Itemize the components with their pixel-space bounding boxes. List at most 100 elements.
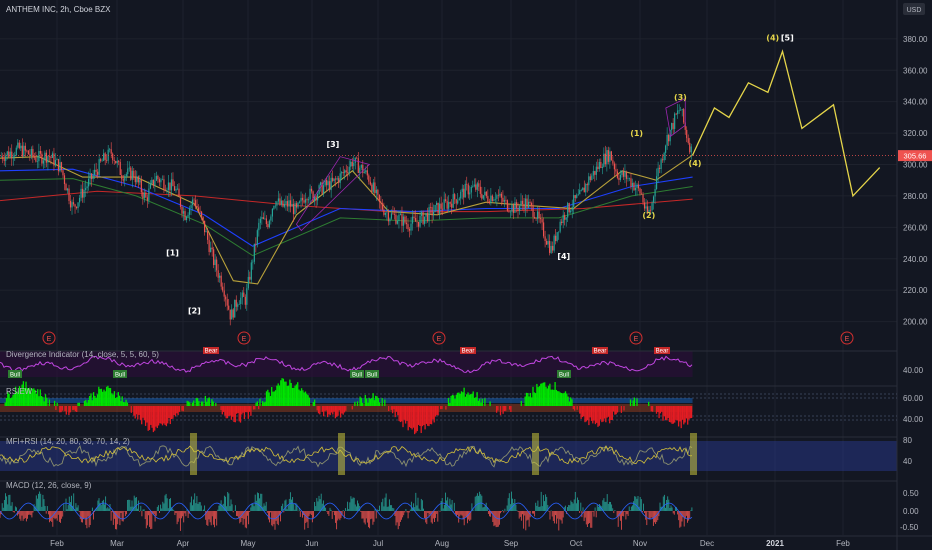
candle-body <box>307 199 310 201</box>
candle-body <box>579 190 581 195</box>
candle-body <box>211 247 213 250</box>
candle-body <box>482 195 484 199</box>
candle-body <box>332 177 334 181</box>
candle-body <box>202 216 204 221</box>
candle-body <box>538 211 540 219</box>
candle-body <box>57 159 60 172</box>
candle-body <box>600 162 602 168</box>
rsiew-band-blue <box>0 398 693 403</box>
candle-body <box>240 297 242 305</box>
candle-body <box>668 134 670 142</box>
candle-body <box>499 193 501 196</box>
candle-body <box>481 193 483 199</box>
candle-body <box>247 276 249 289</box>
candle-body <box>549 241 551 253</box>
candle-body <box>423 216 426 224</box>
candle-body <box>157 176 159 180</box>
candle-body <box>321 182 323 194</box>
candle-body <box>8 151 10 157</box>
candle-body <box>50 156 52 158</box>
candle-body <box>18 142 20 149</box>
candle-body <box>222 286 224 291</box>
candle-body <box>680 109 682 111</box>
candle-body <box>657 167 659 177</box>
candle-body <box>0 156 2 157</box>
candle-body <box>170 179 173 191</box>
candle-body <box>613 163 616 170</box>
candle-body <box>191 199 194 206</box>
candle-body <box>586 183 588 186</box>
candle-body <box>446 201 448 209</box>
candle-body <box>139 180 141 183</box>
candle-body <box>604 153 606 165</box>
candle-body <box>652 196 655 203</box>
candle-body <box>36 161 38 162</box>
candle-body <box>238 304 240 305</box>
candle-body <box>616 171 619 178</box>
candle-body <box>149 183 151 189</box>
wave-label: (4) <box>689 159 702 168</box>
trend-channel-1 <box>295 156 371 232</box>
candle-body <box>663 152 665 161</box>
candle-body <box>377 189 379 195</box>
candle-body <box>295 203 298 208</box>
earnings-event-icon <box>237 331 251 345</box>
candle-body <box>44 152 46 161</box>
candle-body <box>546 240 548 245</box>
candle-body <box>288 200 290 207</box>
price-axis[interactable]: 380.00 360.00 340.00 320.00 300.00 280.00 260.… <box>896 0 928 550</box>
y-tick-label: 360.00 <box>903 66 928 75</box>
candle-body <box>368 175 370 182</box>
candle-body <box>228 305 230 310</box>
x-tick-label: Nov <box>633 539 647 548</box>
candle-body <box>231 309 233 320</box>
earnings-event-label: E <box>242 336 247 343</box>
candle-body <box>91 173 93 180</box>
rsiew-pane <box>0 378 897 435</box>
candle-body <box>494 198 496 200</box>
candle-body <box>136 176 138 183</box>
candle-body <box>320 182 322 186</box>
candle-body <box>683 109 685 123</box>
candle-body <box>669 129 671 142</box>
candle-body <box>350 161 352 167</box>
candle-body <box>354 157 356 163</box>
candle-body <box>309 188 311 200</box>
candle-body <box>536 211 539 219</box>
candle-body <box>217 270 219 278</box>
candle-body <box>544 236 546 241</box>
candle-body <box>35 157 37 162</box>
candle-body <box>39 150 41 154</box>
candle-body <box>86 186 88 189</box>
candle-body <box>493 199 495 201</box>
y-tick-label: 220.00 <box>903 286 928 295</box>
sma-green-line <box>0 178 693 257</box>
candle-body <box>595 166 597 175</box>
trend-channel-2 <box>665 97 686 137</box>
candle-body <box>562 214 564 224</box>
candle-body <box>118 160 120 163</box>
currency-badge[interactable] <box>903 3 925 15</box>
candle-body <box>303 200 305 203</box>
candle-body <box>655 176 658 190</box>
candle-body <box>140 180 142 193</box>
candle-body <box>636 184 638 188</box>
candle-body <box>618 177 620 180</box>
candle-body <box>289 200 292 207</box>
bull-tag: Bull <box>559 373 569 379</box>
candle-body <box>273 205 275 209</box>
candle-body <box>431 207 433 216</box>
candle-body <box>466 183 468 185</box>
time-axis[interactable]: Feb Mar Apr May Jun Jul Aug Sep Oct Nov Dec 2021 Feb <box>0 535 932 548</box>
candle-body <box>666 134 668 146</box>
candle-body <box>259 218 261 223</box>
candle-body <box>72 202 75 205</box>
candle-body <box>327 181 329 186</box>
rsiew-tick-60: 60.00 <box>903 394 924 403</box>
bear-tag-bg <box>203 347 219 354</box>
candlesticks[interactable] <box>0 103 692 326</box>
bull-tag-bg <box>8 370 22 378</box>
candle-body <box>252 261 254 263</box>
